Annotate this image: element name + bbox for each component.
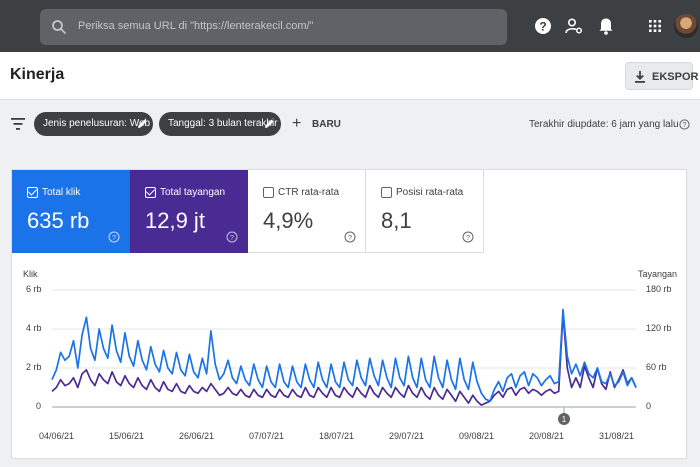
x-tick: 31/08/21 xyxy=(599,431,635,441)
x-tick: 15/06/21 xyxy=(109,431,145,441)
filter-bar: Jenis penelusuran: Web Tanggal: 3 bulan … xyxy=(0,100,700,148)
search-bar[interactable]: Periksa semua URL di "https://lenterakec… xyxy=(40,9,507,45)
filter-icon[interactable] xyxy=(11,118,25,130)
help-icon[interactable]: ? xyxy=(226,231,238,243)
last-updated-text: Terakhir diupdate: 6 jam yang lalu xyxy=(529,119,679,130)
edit-icon xyxy=(138,119,147,128)
y-left-tick: 0 xyxy=(36,401,42,411)
svg-text:?: ? xyxy=(112,233,116,242)
y-left-tick: 2 rb xyxy=(26,362,42,372)
page-header: Kinerja EKSPOR xyxy=(0,52,700,100)
annotation-label: 1 xyxy=(562,415,567,424)
y-right-tick: 0 xyxy=(646,401,652,411)
x-tick: 20/08/21 xyxy=(529,431,565,441)
metric-label: Total tayangan xyxy=(160,187,226,198)
export-label: EKSPOR xyxy=(652,71,699,83)
y-right-tick: 180 rb xyxy=(646,284,672,294)
checkbox-average-position[interactable] xyxy=(381,187,392,198)
y-right-tick: 120 rb xyxy=(646,323,672,333)
svg-text:?: ? xyxy=(683,122,687,129)
metric-label: Total klik xyxy=(42,187,81,198)
svg-text:?: ? xyxy=(466,233,470,242)
metric-total-clicks[interactable]: Total klik 635 rb ? xyxy=(12,170,130,253)
export-button[interactable]: EKSPOR xyxy=(625,62,698,90)
svg-text:?: ? xyxy=(348,233,352,242)
help-icon[interactable]: ? xyxy=(679,119,690,130)
performance-chart: 1 xyxy=(51,289,637,425)
y-left-tick: 6 rb xyxy=(26,284,42,294)
metric-value: 635 rb xyxy=(27,208,90,233)
download-icon xyxy=(635,71,645,83)
annotation-marker xyxy=(558,413,570,425)
chip-search-type[interactable]: Jenis penelusuran: Web xyxy=(34,112,153,136)
help-icon[interactable]: ? xyxy=(344,231,356,243)
chip-date[interactable]: Tanggal: 3 bulan terakhir xyxy=(159,112,281,136)
checkbox-total-impressions[interactable] xyxy=(145,187,156,198)
y-left-axis-title: Klik xyxy=(23,269,38,279)
svg-text:?: ? xyxy=(230,233,234,242)
top-bar: Periksa semua URL di "https://lenterakec… xyxy=(0,0,700,52)
checkbox-average-ctr[interactable] xyxy=(263,187,274,198)
metric-value: 12,9 jt xyxy=(145,208,205,233)
x-tick: 04/06/21 xyxy=(39,431,75,441)
y-right-tick: 60 rb xyxy=(646,362,667,372)
x-tick: 07/07/21 xyxy=(249,431,285,441)
plus-icon: + xyxy=(292,115,302,132)
manage-accounts-icon[interactable] xyxy=(564,16,584,36)
search-icon xyxy=(52,20,67,35)
performance-card: Total klik 635 rb ? Total tayangan 12,9 … xyxy=(11,169,687,459)
new-filter-label: BARU xyxy=(312,119,341,130)
metric-value: 4,9% xyxy=(263,208,314,233)
chart-lines: 1 xyxy=(51,308,637,425)
page-title: Kinerja xyxy=(10,66,65,83)
checkbox-total-clicks[interactable] xyxy=(27,187,38,198)
metric-label: CTR rata-rata xyxy=(278,187,340,198)
svg-text:?: ? xyxy=(539,20,546,34)
metric-label: Posisi rata-rata xyxy=(396,187,464,198)
metric-average-position[interactable]: Posisi rata-rata 8,1 ? xyxy=(366,170,484,253)
notifications-icon[interactable] xyxy=(596,16,616,36)
metric-average-ctr[interactable]: CTR rata-rata 4,9% ? xyxy=(248,170,366,253)
metric-value: 8,1 xyxy=(381,208,412,233)
series-line-impressions xyxy=(51,312,637,406)
series-line-clicks xyxy=(51,308,637,403)
apps-icon[interactable] xyxy=(645,16,665,36)
chip-search-type-label: Jenis penelusuran: Web xyxy=(43,118,151,129)
y-left-tick: 4 rb xyxy=(26,323,42,333)
chip-date-label: Tanggal: 3 bulan terakhir xyxy=(168,118,278,129)
chart-grid xyxy=(52,289,636,408)
help-icon[interactable]: ? xyxy=(462,231,474,243)
x-tick: 09/08/21 xyxy=(459,431,495,441)
help-icon[interactable]: ? xyxy=(108,231,120,243)
x-tick: 29/07/21 xyxy=(389,431,425,441)
edit-icon xyxy=(265,119,274,128)
x-tick: 18/07/21 xyxy=(319,431,355,441)
help-icon[interactable]: ? xyxy=(533,16,553,36)
x-tick: 26/06/21 xyxy=(179,431,215,441)
avatar[interactable] xyxy=(674,14,698,38)
search-input[interactable]: Periksa semua URL di "https://lenterakec… xyxy=(78,20,314,32)
metric-total-impressions[interactable]: Total tayangan 12,9 jt ? xyxy=(130,170,248,253)
y-right-axis-title: Tayangan xyxy=(638,269,678,279)
